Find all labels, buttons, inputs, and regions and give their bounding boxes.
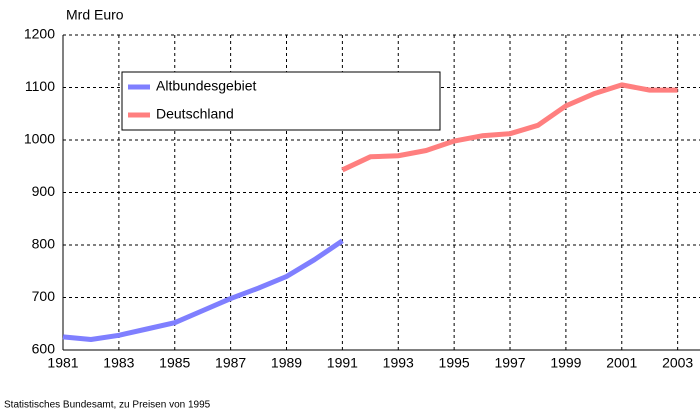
- source-note: Statistisches Bundesamt, zu Preisen von …: [4, 400, 211, 411]
- x-tick-label: 1997: [494, 355, 525, 371]
- x-tick-label: 1999: [550, 355, 581, 371]
- x-tick-label: 1989: [271, 355, 302, 371]
- y-tick-label: 1000: [24, 131, 55, 147]
- x-tick-label: 1981: [47, 355, 78, 371]
- x-tick-label: 1987: [215, 355, 246, 371]
- x-tick-label: 1983: [103, 355, 134, 371]
- x-tick-label: 1991: [327, 355, 358, 371]
- y-tick-label: 1200: [24, 26, 55, 42]
- y-tick-label: 600: [32, 341, 56, 357]
- y-tick-label: 1100: [25, 78, 55, 94]
- x-tick-label: 1993: [383, 355, 414, 371]
- legend-label: Deutschland: [156, 106, 234, 122]
- x-tick-label: 2001: [606, 355, 637, 371]
- legend-label: Altbundesgebiet: [156, 78, 257, 94]
- y-axis-label: Mrd Euro: [66, 7, 124, 23]
- y-tick-label: 800: [32, 236, 56, 252]
- x-tick-label: 1995: [439, 355, 470, 371]
- line-series: [62, 238, 344, 342]
- y-tick-label: 700: [32, 288, 56, 304]
- legend-box: [121, 71, 441, 131]
- y-tick-label: 900: [32, 183, 56, 199]
- x-tick-label: 1985: [159, 355, 190, 371]
- x-tick-label: 2003: [662, 355, 693, 371]
- line-series: [341, 82, 678, 173]
